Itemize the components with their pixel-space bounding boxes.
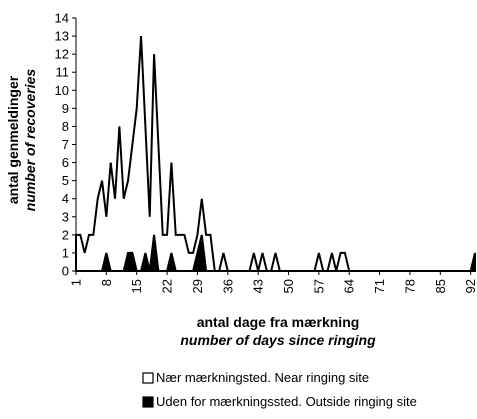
y-tick-label: 7 — [62, 137, 69, 152]
x-tick-label: 64 — [342, 279, 357, 293]
y-tick-label: 2 — [62, 227, 69, 242]
y-axis-title-1: antal genmeldinger — [5, 75, 21, 204]
legend-swatch — [142, 396, 154, 408]
x-tick-label: 43 — [251, 279, 266, 293]
x-tick-label: 92 — [463, 279, 477, 293]
y-tick-label: 1 — [62, 245, 69, 260]
legend-swatch — [142, 372, 154, 384]
y-tick-label: 4 — [62, 191, 69, 206]
x-axis-title-2: number of days since ringing — [180, 332, 376, 348]
y-tick-label: 10 — [55, 83, 69, 98]
legend-label: Uden for mærkningssted. Outside ringing … — [156, 394, 417, 409]
y-tick-label: 0 — [62, 264, 69, 279]
y-tick-label: 3 — [62, 209, 69, 224]
x-tick-label: 85 — [433, 279, 448, 293]
legend-label: Nær mærkningsted. Near ringing site — [156, 370, 369, 385]
x-tick-label: 29 — [190, 279, 205, 293]
y-axis-title-2: number of recoveries — [22, 69, 38, 212]
y-axis-title: antal genmeldinger number of recoveries — [5, 69, 38, 212]
y-tick-label: 5 — [62, 173, 69, 188]
x-tick-label: 36 — [220, 279, 235, 293]
area — [75, 36, 475, 272]
x-tick-label: 1 — [69, 279, 84, 286]
x-tick-label: 50 — [281, 279, 296, 293]
x-tick-label: 78 — [402, 279, 417, 293]
x-tick-label: 8 — [99, 279, 114, 286]
x-tick-label: 15 — [129, 279, 144, 293]
y-tick-label: 11 — [56, 65, 70, 80]
y-tick-label: 9 — [62, 101, 69, 116]
x-tick-label: 22 — [160, 279, 175, 293]
y-tick-label: 8 — [62, 119, 69, 134]
y-tick-label: 13 — [55, 29, 69, 44]
y-tick-label: 6 — [62, 155, 69, 170]
x-axis-title-1: antal dage fra mærkning — [197, 314, 360, 330]
x-tick-label: 71 — [372, 279, 387, 293]
y-tick-label: 14 — [55, 11, 69, 26]
x-tick-label: 57 — [311, 279, 326, 293]
y-tick-label: 12 — [55, 47, 69, 62]
